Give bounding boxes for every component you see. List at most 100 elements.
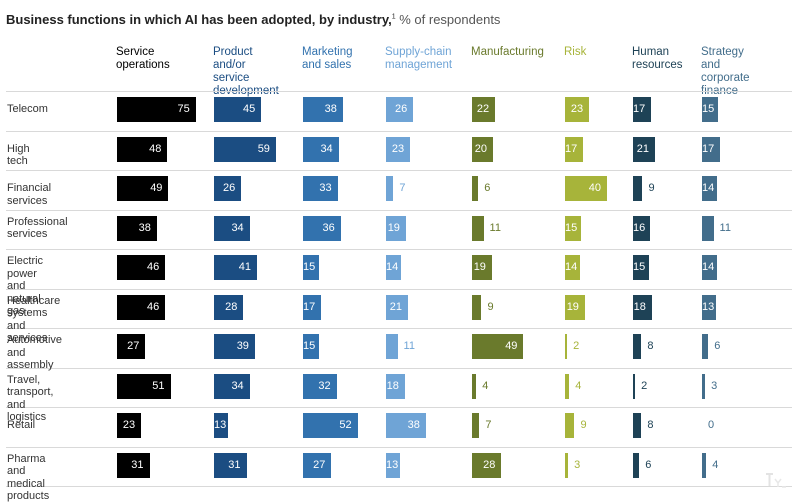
bar-travel-transport-and-logistics-human-resources xyxy=(633,373,636,399)
bar-high-tech-manufacturing xyxy=(472,136,493,162)
row-separator xyxy=(6,367,792,369)
bar-travel-transport-and-logistics-strategy-and-corporate-finance xyxy=(702,373,706,399)
row-label-line: Electric power xyxy=(7,255,44,280)
value-label-professional-services-product-and-or-service-development: 34 xyxy=(231,221,244,234)
value-label-high-tech-strategy-and-corporate-finance: 17 xyxy=(702,142,715,155)
value-label-financial-services-human-resources: 9 xyxy=(648,182,655,194)
value-label-professional-services-strategy-and-corporate-finance: 11 xyxy=(719,221,731,234)
bar-professional-services-manufacturing xyxy=(472,215,484,241)
value-label-pharma-and-medical-products-manufacturing: 28 xyxy=(483,458,496,471)
value-label-telecom-marketing-and-sales: 38 xyxy=(324,103,337,115)
row-label-line: and natural gas xyxy=(7,280,41,317)
bar-telecom-marketing-and-sales xyxy=(303,97,343,122)
column-header-line: Service xyxy=(116,46,155,58)
value-label-financial-services-marketing-and-sales: 33 xyxy=(319,182,332,194)
value-label-retail-service-operations: 23 xyxy=(122,419,136,431)
bar-financial-services-risk xyxy=(565,176,607,201)
bar-telecom-manufacturing xyxy=(472,97,496,122)
value-label-retail-risk: 9 xyxy=(580,419,587,431)
bar-high-tech-risk xyxy=(565,136,583,162)
bar-professional-services-product-and-or-service-development xyxy=(214,215,250,241)
value-label-pharma-and-medical-products-human-resources: 6 xyxy=(645,458,652,471)
bar-financial-services-human-resources xyxy=(633,176,643,201)
bar-professional-services-supply-chain-management xyxy=(386,215,406,241)
bar-professional-services-strategy-and-corporate-finance xyxy=(702,215,714,241)
column-header-line: Strategy xyxy=(701,46,744,58)
bar-professional-services-risk xyxy=(565,215,581,241)
column-header-line: Product xyxy=(213,46,253,58)
row-label-financial-services: Financial services xyxy=(7,182,51,207)
value-label-high-tech-service-operations: 48 xyxy=(149,142,162,155)
bar-high-tech-strategy-and-corporate-finance xyxy=(702,136,720,162)
bar-automotive-and-assembly-marketing-and-sales xyxy=(303,334,319,359)
row-label-travel-transport-and-logistics: Travel, transport, and logistics xyxy=(7,374,53,424)
bar-healthcare-systems-and-services-manufacturing xyxy=(472,294,482,320)
bar-travel-transport-and-logistics-risk xyxy=(565,373,570,399)
bar-high-tech-product-and-or-service-development xyxy=(214,136,276,162)
bar-automotive-and-assembly-human-resources xyxy=(633,334,642,359)
value-label-travel-transport-and-logistics-product-and-or-service-development: 34 xyxy=(231,379,244,392)
value-label-retail-human-resources: 8 xyxy=(647,419,654,431)
value-label-healthcare-systems-and-services-service-operations: 46 xyxy=(147,300,160,313)
row-separator xyxy=(6,288,792,290)
value-label-healthcare-systems-and-services-strategy-and-corporate-finance: 13 xyxy=(702,300,715,313)
value-label-electric-power-and-natural-gas-marketing-and-sales: 15 xyxy=(303,261,316,273)
value-label-financial-services-strategy-and-corporate-finance: 14 xyxy=(702,182,715,194)
value-label-financial-services-supply-chain-management: 7 xyxy=(399,182,406,194)
row-label-line: services xyxy=(7,228,48,240)
row-label-line: Healthcare systems xyxy=(7,294,61,320)
value-label-pharma-and-medical-products-strategy-and-corporate-finance: 4 xyxy=(712,458,719,471)
value-label-automotive-and-assembly-strategy-and-corporate-finance: 6 xyxy=(714,340,721,352)
value-label-telecom-strategy-and-corporate-finance: 15 xyxy=(702,103,715,115)
value-label-automotive-and-assembly-marketing-and-sales: 15 xyxy=(303,340,316,352)
column-header-line: and/or service xyxy=(213,59,250,84)
column-header-line: Manufacturing xyxy=(471,46,544,58)
value-label-pharma-and-medical-products-risk: 3 xyxy=(574,458,581,471)
value-label-pharma-and-medical-products-supply-chain-management: 13 xyxy=(386,458,399,471)
bar-travel-transport-and-logistics-service-operations xyxy=(117,373,171,399)
value-label-high-tech-risk: 17 xyxy=(565,142,578,155)
bar-retail-supply-chain-management xyxy=(386,413,426,438)
title-subtitle: % of respondents xyxy=(399,12,501,27)
row-separator xyxy=(6,249,792,250)
column-header-line: and sales xyxy=(302,59,352,71)
bar-healthcare-systems-and-services-service-operations xyxy=(117,294,166,320)
bar-financial-services-supply-chain-management xyxy=(386,176,394,201)
row-label-line: High tech xyxy=(7,142,30,168)
value-label-telecom-risk: 23 xyxy=(570,103,584,115)
value-label-financial-services-service-operations: 49 xyxy=(150,182,163,194)
row-label-line: Financial services xyxy=(7,182,52,207)
title-main: Business functions in which AI has been … xyxy=(6,12,392,27)
bar-healthcare-systems-and-services-strategy-and-corporate-finance xyxy=(702,294,716,320)
row-label-line: Travel, transport, xyxy=(7,373,54,399)
value-label-telecom-product-and-or-service-development: 45 xyxy=(243,103,256,115)
value-label-automotive-and-assembly-product-and-or-service-development: 39 xyxy=(236,340,249,352)
bar-retail-product-and-or-service-development xyxy=(214,413,228,438)
row-label-pharma-and-medical-products: Pharma and medical products xyxy=(7,453,49,503)
bar-electric-power-and-natural-gas-manufacturing xyxy=(472,255,492,280)
value-label-retail-product-and-or-service-development: 13 xyxy=(214,419,227,431)
bar-automotive-and-assembly-supply-chain-management xyxy=(386,334,398,359)
row-label-line: Telecom xyxy=(7,103,48,116)
value-label-travel-transport-and-logistics-risk: 4 xyxy=(575,379,582,392)
bar-professional-services-marketing-and-sales xyxy=(303,215,341,241)
row-label-line: and logistics xyxy=(7,398,47,424)
row-label-automotive-and-assembly: Automotive and assembly xyxy=(7,334,62,372)
value-label-electric-power-and-natural-gas-service-operations: 46 xyxy=(147,261,160,273)
row-separator xyxy=(6,486,792,487)
column-header-line: Risk xyxy=(564,46,587,58)
value-label-pharma-and-medical-products-service-operations: 31 xyxy=(131,458,144,471)
value-label-healthcare-systems-and-services-manufacturing: 9 xyxy=(487,300,494,313)
bar-financial-services-strategy-and-corporate-finance xyxy=(702,176,717,201)
bar-electric-power-and-natural-gas-service-operations xyxy=(117,255,166,280)
bar-travel-transport-and-logistics-product-and-or-service-development xyxy=(214,373,250,399)
value-label-travel-transport-and-logistics-service-operations: 51 xyxy=(152,379,165,392)
bar-telecom-risk xyxy=(565,97,590,122)
bar-high-tech-human-resources xyxy=(633,136,656,162)
bar-healthcare-systems-and-services-supply-chain-management xyxy=(386,294,409,320)
value-label-high-tech-product-and-or-service-development: 59 xyxy=(257,142,270,155)
bar-electric-power-and-natural-gas-product-and-or-service-development xyxy=(214,255,258,280)
column-header-line: and corporate xyxy=(701,59,750,84)
bar-professional-services-service-operations xyxy=(117,215,157,241)
value-label-electric-power-and-natural-gas-risk: 14 xyxy=(565,261,578,273)
